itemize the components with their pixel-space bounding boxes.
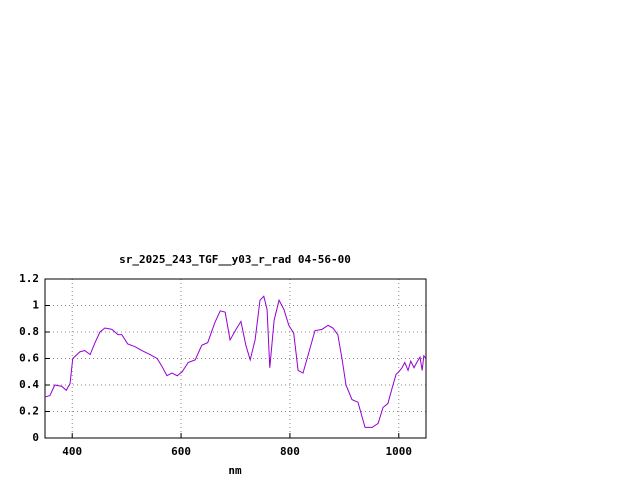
- chart-title: sr_2025_243_TGF__y03_r_rad 04-56-00: [119, 253, 351, 266]
- y-tick-label: 0.8: [19, 325, 39, 338]
- x-tick-label: 800: [280, 445, 300, 458]
- y-tick-label: 0.2: [19, 405, 39, 418]
- plot-frame: [44, 278, 427, 439]
- y-tick-label: 0.6: [19, 352, 39, 365]
- x-tick-label: 400: [62, 445, 82, 458]
- x-tick-label: 1000: [386, 445, 413, 458]
- y-tick-label: 0: [32, 431, 39, 444]
- y-tick-label: 0.4: [19, 378, 39, 391]
- y-tick-label: 1.2: [19, 272, 39, 285]
- x-axis-label: nm: [228, 464, 242, 477]
- y-tick-label: 1: [32, 299, 39, 312]
- data-line: [44, 295, 427, 428]
- x-tick-label: 600: [171, 445, 191, 458]
